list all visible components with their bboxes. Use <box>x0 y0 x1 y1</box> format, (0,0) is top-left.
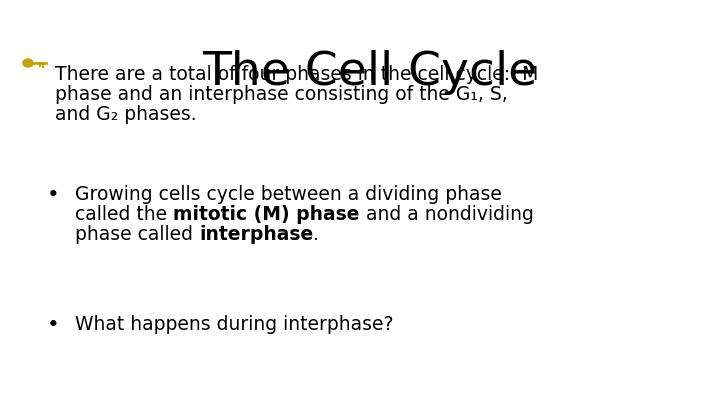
Text: What happens during interphase?: What happens during interphase? <box>75 315 394 334</box>
Text: called the: called the <box>75 205 173 224</box>
Text: •: • <box>47 185 60 205</box>
Text: interphase: interphase <box>199 225 313 244</box>
Text: and G₂ phases.: and G₂ phases. <box>55 105 197 124</box>
Text: •: • <box>47 315 60 335</box>
Ellipse shape <box>23 59 33 67</box>
Text: .: . <box>313 225 319 244</box>
Text: There are a total of four phases in the cell cycle:  M: There are a total of four phases in the … <box>55 65 539 84</box>
Text: phase called: phase called <box>75 225 199 244</box>
Text: Growing cells cycle between a dividing phase: Growing cells cycle between a dividing p… <box>75 185 502 204</box>
Text: and a nondividing: and a nondividing <box>359 205 534 224</box>
Text: The Cell Cycle: The Cell Cycle <box>202 50 538 95</box>
Text: phase and an interphase consisting of the G₁, S,: phase and an interphase consisting of th… <box>55 85 508 104</box>
Text: mitotic (M) phase: mitotic (M) phase <box>173 205 359 224</box>
